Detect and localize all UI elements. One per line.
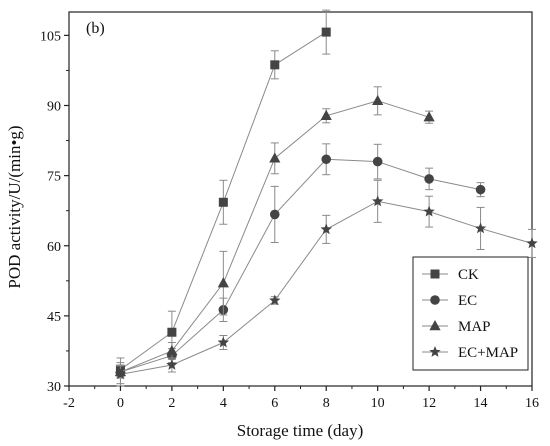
y-axis: 30 45 60 75 90 105: [40, 29, 69, 395]
data-point-ec-map: [166, 358, 178, 370]
data-point-ec: [424, 174, 434, 184]
legend: CK EC MAP EC+MAP: [412, 256, 529, 371]
legend-label-map: MAP: [458, 319, 491, 335]
y-tick-label: 105: [40, 29, 61, 44]
data-point-ck: [167, 327, 177, 337]
data-point-map: [217, 277, 229, 288]
y-tick-label: 75: [47, 170, 61, 185]
x-tick-label: 2: [168, 396, 175, 411]
legend-label-ec: EC: [458, 293, 477, 309]
x-tick-label: 6: [271, 396, 278, 411]
data-point-map: [320, 109, 332, 120]
legend-marker-map: [429, 320, 441, 331]
data-point-ec-map: [217, 336, 230, 348]
legend-marker-ec-map: [429, 346, 441, 357]
y-tick-label: 30: [47, 380, 61, 395]
data-point-ec-map: [320, 223, 332, 235]
data-point-ck: [218, 197, 228, 207]
legend-marker-ck: [430, 269, 440, 279]
x-tick-label: 12: [422, 396, 436, 411]
data-point-map: [269, 152, 281, 163]
y-tick-label: 90: [47, 100, 61, 115]
legend-label-ec-map: EC+MAP: [458, 345, 518, 361]
x-tick-label: 8: [323, 396, 330, 411]
series-layer: [114, 9, 538, 387]
data-point-ec-map: [474, 222, 487, 234]
data-point-ec: [372, 156, 383, 167]
data-point-ec-map: [371, 195, 384, 207]
x-tick-label: -2: [63, 396, 75, 411]
legend-marker-ec: [430, 295, 440, 305]
x-tick-label: 4: [220, 396, 227, 411]
data-point-ec-map: [114, 368, 127, 380]
data-point-ec-map: [526, 237, 538, 249]
x-tick-label: 10: [371, 396, 385, 411]
legend-label-ck: CK: [458, 267, 479, 283]
data-point-map: [166, 344, 178, 356]
x-axis: -2 0 2 4 6 8 10 12 14 16: [63, 386, 539, 411]
series-map: [114, 86, 435, 387]
series-line-ec: [120, 158, 481, 373]
data-point-ec: [475, 184, 486, 195]
x-tick-label: 0: [117, 396, 124, 411]
y-axis-title: POD activity/U/(min•g): [5, 125, 24, 288]
data-point-ec-map: [269, 294, 281, 306]
data-point-map: [423, 111, 435, 122]
data-point-ec: [269, 209, 280, 220]
series-ec-map: [114, 179, 538, 385]
data-point-ck: [321, 27, 331, 37]
data-point-ec-map: [423, 205, 435, 217]
x-tick-label: 14: [474, 396, 488, 411]
y-tick-label: 45: [47, 310, 61, 325]
panel-label: (b): [86, 20, 105, 37]
data-point-map: [372, 94, 384, 106]
data-point-ec: [321, 154, 332, 165]
x-tick-label: 16: [525, 396, 539, 411]
x-axis-title: Storage time (day): [237, 421, 364, 440]
data-point-ck: [270, 60, 280, 70]
y-tick-label: 60: [47, 240, 61, 255]
